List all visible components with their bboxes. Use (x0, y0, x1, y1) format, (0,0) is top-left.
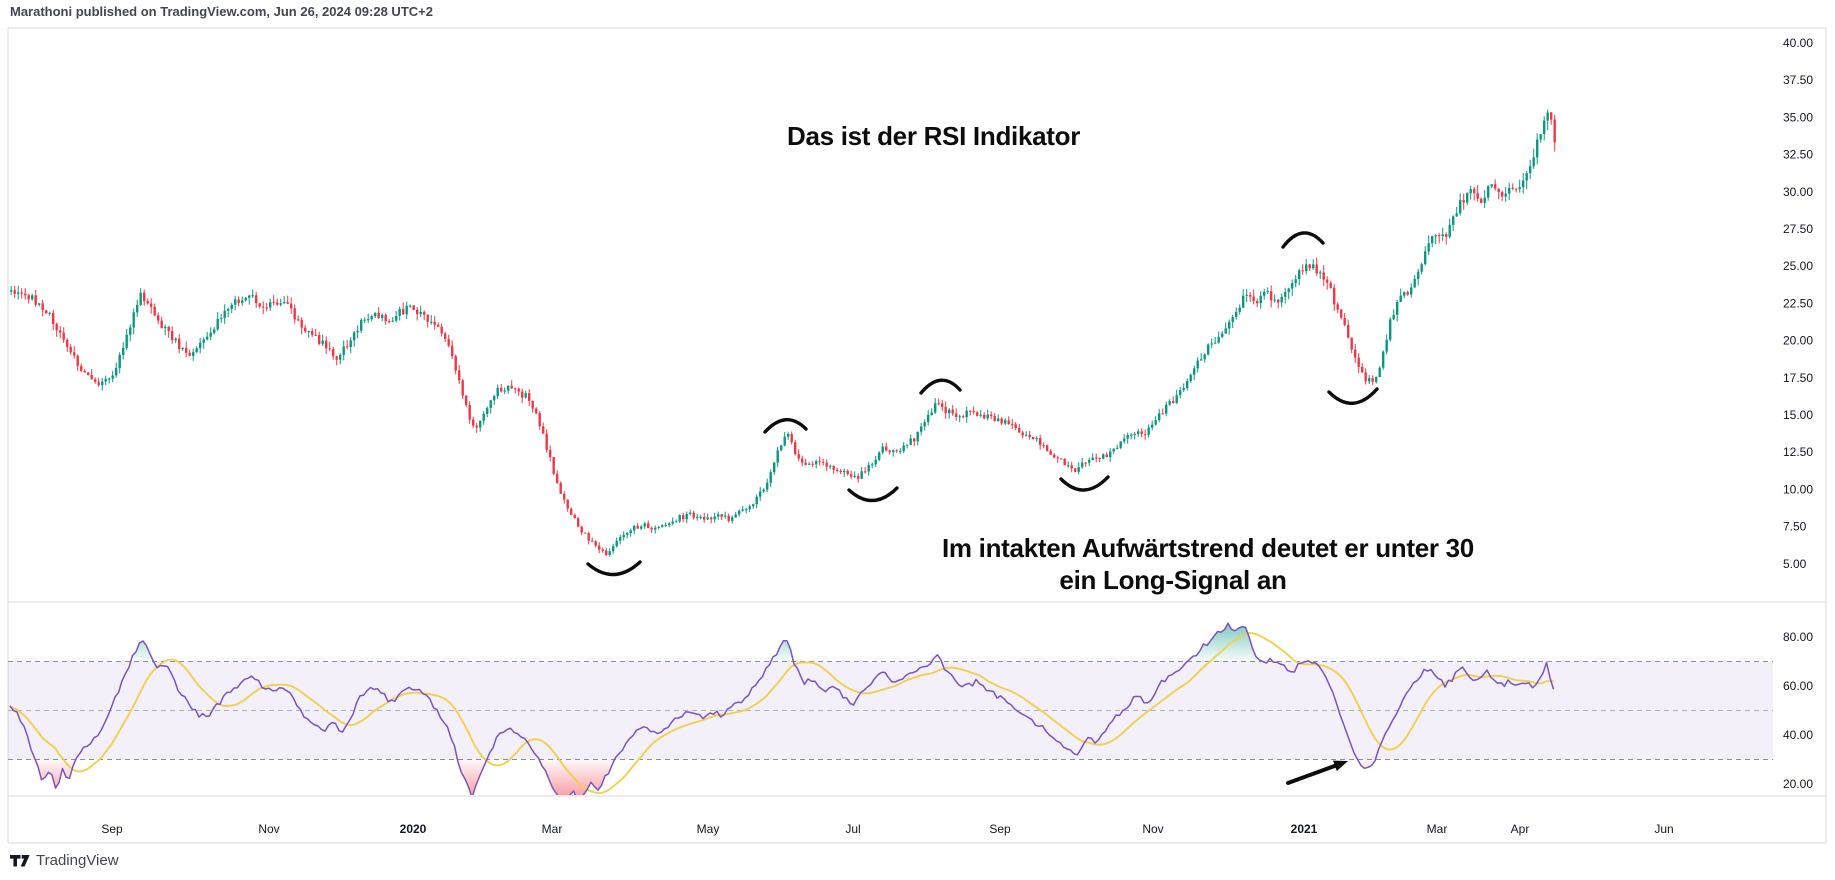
high-arc-aug2020 (919, 378, 962, 395)
price-axis-label: 17.50 (1783, 371, 1813, 385)
price-axis-label: 10.00 (1783, 482, 1813, 496)
time-axis-label: Jun (1654, 822, 1673, 836)
rsi-axis-label: 40.00 (1783, 728, 1813, 742)
time-axis-label: Nov (1142, 822, 1163, 836)
price-axis-label: 12.50 (1783, 445, 1813, 459)
candlestick-series (10, 109, 1556, 557)
rsi-pane (9, 622, 1555, 795)
price-axis-label: 35.00 (1783, 110, 1813, 124)
annotation-note-line2: ein Long-Signal an (1059, 565, 1287, 595)
rsi-overbought-fill (1187, 623, 1263, 662)
time-axis-label: Sep (989, 822, 1011, 836)
rsi-overbought-fill (770, 640, 794, 662)
time-axis-label: Nov (258, 822, 279, 836)
tradingview-logo-icon (10, 854, 30, 866)
time-axis-label: Apr (1511, 822, 1530, 836)
price-axis-label: 15.00 (1783, 408, 1813, 422)
time-axis-label: Mar (542, 822, 563, 836)
price-axis-label: 40.00 (1783, 36, 1813, 50)
rsi-line (9, 622, 1555, 795)
time-axis-label: Mar (1427, 822, 1448, 836)
annotation-title: Das ist der RSI Indikator (787, 121, 1081, 151)
price-axis-label: 7.50 (1783, 520, 1807, 534)
time-axis-label: 2021 (1291, 822, 1318, 836)
time-axis-label: Jul (845, 822, 860, 836)
price-axis-label: 25.00 (1783, 259, 1813, 273)
annotation-arrow (1286, 760, 1348, 785)
rsi-oversold-fill (457, 759, 487, 795)
low-arc-jul2020 (847, 486, 899, 503)
low-arc-mar2020 (586, 560, 642, 577)
price-axis-label: 37.50 (1783, 73, 1813, 87)
price-axis-label: 20.00 (1783, 334, 1813, 348)
rsi-overbought-fill (130, 641, 154, 662)
rsi-ma-line (9, 632, 1554, 795)
annotation-arcs (586, 231, 1379, 577)
chart-frame (7, 27, 1827, 844)
price-axis-label: 22.50 (1783, 296, 1813, 310)
rsi-axis-label: 60.00 (1783, 679, 1813, 693)
time-axis-label: Sep (101, 822, 123, 836)
time-axis-label: May (697, 822, 720, 836)
price-axis-label: 32.50 (1783, 148, 1813, 162)
footer-brand-label: TradingView (36, 852, 119, 869)
low-arc-oct2020 (1059, 475, 1110, 492)
rsi-axis-label: 20.00 (1783, 777, 1813, 791)
rsi-overbought-fill (931, 654, 942, 662)
rsi-oversold-fill (35, 759, 76, 789)
footer-brand-link[interactable]: TradingView (10, 852, 119, 869)
time-axis-label: 2020 (400, 822, 427, 836)
attribution-link[interactable]: Marathoni published on TradingView.com, … (10, 4, 433, 19)
high-arc-jun2020 (763, 418, 808, 434)
rsi-axis-label: 80.00 (1783, 630, 1813, 644)
high-arc-dec2020 (1281, 231, 1325, 249)
annotation-note-line1: Im intakten Aufwärtstrend deutet er unte… (942, 533, 1474, 563)
price-axis-label: 27.50 (1783, 222, 1813, 236)
price-axis-label: 30.00 (1783, 185, 1813, 199)
rsi-oversold-fill (539, 759, 615, 795)
price-axis-label: 5.00 (1783, 557, 1807, 571)
low-arc-feb2021 (1327, 387, 1379, 405)
